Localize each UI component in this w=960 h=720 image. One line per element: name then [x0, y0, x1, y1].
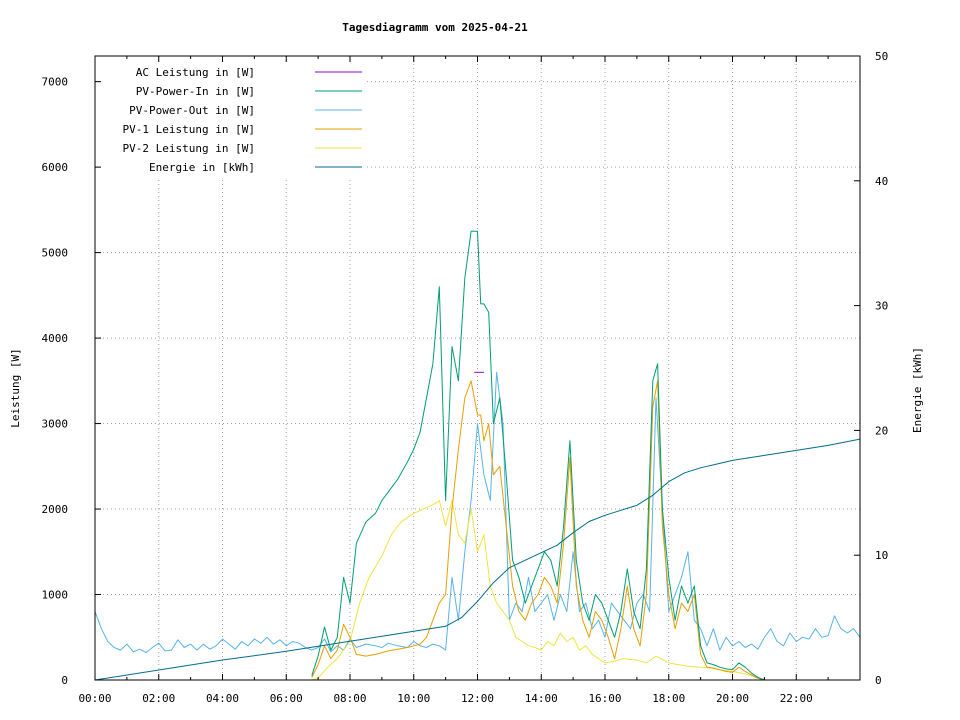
- y-tick-label: 0: [61, 674, 68, 687]
- x-tick-label: 16:00: [588, 692, 621, 705]
- legend-label: PV-Power-In in [W]: [136, 85, 255, 98]
- y2-tick-label: 0: [875, 674, 882, 687]
- x-tick-label: 00:00: [78, 692, 111, 705]
- chart-title: Tagesdiagramm vom 2025-04-21: [342, 21, 528, 34]
- x-tick-label: 10:00: [397, 692, 430, 705]
- y2-axis-label: Energie [kWh]: [911, 347, 924, 433]
- series-line-4: [311, 500, 765, 681]
- y2-tick-label: 40: [875, 175, 888, 188]
- y2-tick-label: 50: [875, 50, 888, 63]
- series-line-5: [94, 438, 861, 681]
- x-tick-label: 12:00: [461, 692, 494, 705]
- y-tick-label: 5000: [42, 247, 69, 260]
- y-tick-label: 6000: [42, 161, 69, 174]
- legend-label: Energie in [kWh]: [149, 161, 255, 174]
- series-line-3: [311, 380, 765, 681]
- y-tick-label: 7000: [42, 76, 69, 89]
- x-tick-label: 22:00: [780, 692, 813, 705]
- x-tick-label: 14:00: [525, 692, 558, 705]
- series-layer: [94, 230, 861, 681]
- x-tick-label: 08:00: [333, 692, 366, 705]
- legend: AC Leistung in [W] PV-Power-In in [W] PV-P…: [97, 60, 365, 178]
- x-tick-label: 04:00: [206, 692, 239, 705]
- legend-label: PV-2 Leistung in [W]: [123, 142, 255, 155]
- legend-label: PV-1 Leistung in [W]: [123, 123, 255, 136]
- legend-label: PV-Power-Out in [W]: [129, 104, 255, 117]
- y-tick-label: 2000: [42, 503, 69, 516]
- x-tick-label: 06:00: [270, 692, 303, 705]
- y2-tick-label: 10: [875, 549, 888, 562]
- y2-tick-label: 20: [875, 424, 888, 437]
- x-tick-label: 02:00: [142, 692, 175, 705]
- legend-label: AC Leistung in [W]: [136, 66, 255, 79]
- x-tick-label: 20:00: [716, 692, 749, 705]
- series-line-1: [311, 230, 765, 681]
- y-tick-label: 3000: [42, 418, 69, 431]
- series-line-2: [94, 371, 861, 654]
- y2-tick-label: 30: [875, 300, 888, 313]
- y-tick-label: 4000: [42, 332, 69, 345]
- x-tick-label: 18:00: [652, 692, 685, 705]
- y-axis-label: Leistung [W]: [9, 348, 22, 427]
- y-tick-label: 1000: [42, 589, 69, 602]
- legend-background: [97, 60, 365, 178]
- axes-layer: 00:00 02:00 04:00 06:00 08:00 10:00 12:00 14:00…: [42, 50, 889, 705]
